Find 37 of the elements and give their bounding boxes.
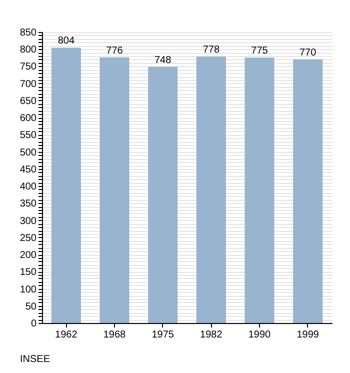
y-tick-label: 550 [20,130,37,142]
y-tick-label: 300 [20,216,37,227]
bar [51,48,81,323]
data-label: 770 [299,47,317,58]
y-tick-label: 800 [20,44,37,56]
y-tick-label: 150 [20,267,37,278]
text: INSEE [20,354,50,365]
y-tick-label: 750 [20,62,37,73]
y-tick-label: 200 [20,250,37,262]
data-label: 775 [251,46,268,57]
bar [100,57,130,323]
y-tick-label: 450 [20,164,37,176]
x-tick-label: 1968 [103,330,126,340]
x-tick-label: 1999 [296,330,320,340]
bar [148,66,178,323]
y-tick-label: 250 [20,232,37,244]
x-tick-label: 1975 [152,330,174,340]
y-tick-label: 350 [20,198,37,210]
bar [244,58,274,323]
data-label: 748 [154,54,172,66]
x-tick-label: 1990 [248,330,272,340]
y-tick-label: 500 [20,147,37,158]
y-tick-label: 700 [20,78,37,90]
data-label: 778 [202,44,220,56]
data-label: 804 [58,36,75,47]
y-tick-label: 850 [20,28,37,38]
x-tick-label: 1962 [55,330,78,340]
x-tick-label: 1982 [200,330,223,340]
y-tick-label: 0 [30,318,37,330]
bar [196,56,226,323]
y-tick-label: 100 [20,284,37,296]
y-tick-label: 400 [20,182,37,193]
bar [293,59,323,323]
y-tick-label: 50 [25,301,37,312]
y-tick-label: 650 [20,96,37,107]
y-tick-label: 600 [20,113,37,124]
data-label: 776 [106,45,124,56]
